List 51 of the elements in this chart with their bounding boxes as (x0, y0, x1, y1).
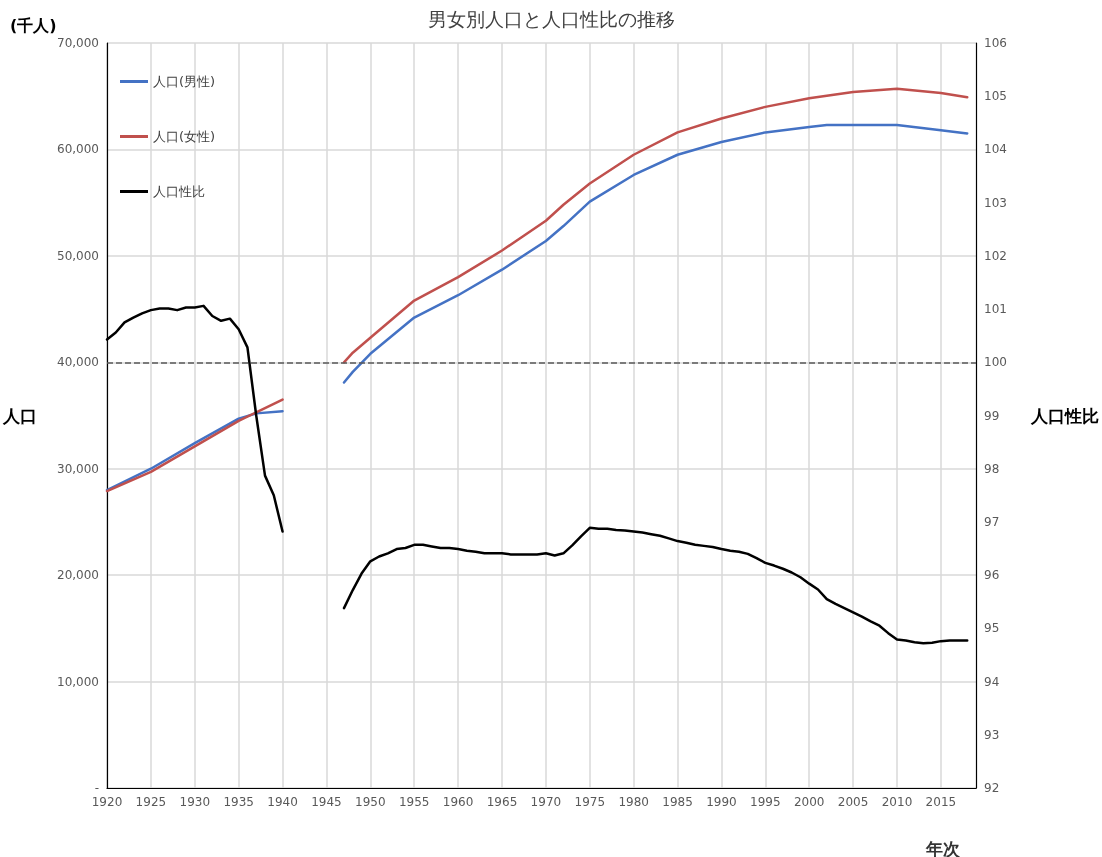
x-tick-label: 2000 (793, 795, 825, 809)
x-tick-label: 2010 (881, 795, 913, 809)
chart-title: 男女別人口と人口性比の推移 (427, 7, 675, 30)
x-tick-label: 1955 (398, 795, 430, 809)
legend-label: 人口(男性) (153, 74, 216, 89)
y2-axis-title: 人口性比 (1030, 405, 1099, 426)
y2-tick-label: 101 (984, 302, 1007, 317)
y-tick-label: 40,000 (57, 355, 99, 370)
y2-tick-label: 100 (984, 355, 1007, 370)
y2-tick-label: 93 (984, 727, 1000, 742)
x-tick-label: 1995 (750, 795, 781, 809)
legend-label: 人口性比 (153, 184, 205, 199)
x-axis-title: 年次 (925, 838, 961, 857)
y2-tick-label: 99 (984, 408, 1000, 423)
y2-tick-label: 104 (984, 142, 1007, 157)
x-tick-label: 1980 (618, 795, 649, 809)
x-tick-label: 1950 (355, 795, 386, 809)
x-tick-label: 1990 (706, 795, 737, 809)
x-tick-label: 1940 (267, 795, 298, 809)
y2-tick-label: 92 (984, 781, 1000, 795)
y-tick-label: 60,000 (57, 142, 99, 157)
x-tick-label: 1945 (311, 795, 342, 809)
y-tick-label: 50,000 (57, 248, 99, 263)
y2-tick-label: 106 (984, 36, 1007, 50)
y-axis-title: 人口 (2, 405, 37, 426)
legend-label: 人口(女性) (153, 129, 216, 144)
y2-tick-label: 94 (984, 674, 1000, 689)
y2-tick-label: 95 (984, 621, 1000, 636)
x-tick-label: 2015 (925, 795, 957, 809)
x-tick-label: 1920 (91, 795, 123, 809)
x-tick-label: 1925 (135, 795, 167, 809)
x-tick-label: 1930 (179, 795, 211, 809)
x-tick-label: 1975 (574, 795, 606, 809)
y2-tick-label: 97 (984, 514, 1000, 529)
y-tick-label: 20,000 (57, 568, 99, 583)
y2-tick-label: 98 (984, 461, 1000, 476)
x-tick-label: 2005 (837, 795, 869, 809)
x-tick-label: 1965 (486, 795, 518, 809)
y-tick-label: 10,000 (57, 674, 99, 689)
y2-tick-label: 96 (984, 568, 1000, 583)
x-tick-label: 1970 (530, 795, 562, 809)
text: (千人) (10, 15, 57, 35)
x-tick-label: 1960 (442, 795, 474, 809)
y2-tick-label: 103 (984, 195, 1007, 210)
y-tick-label: 30,000 (57, 461, 99, 476)
y-tick-label: 70,000 (57, 36, 99, 50)
y2-tick-label: 105 (984, 89, 1007, 104)
x-tick-label: 1985 (662, 795, 693, 809)
y2-tick-label: 102 (984, 248, 1007, 263)
y-tick-label: - (94, 781, 99, 795)
x-tick-label: 1935 (223, 795, 254, 809)
